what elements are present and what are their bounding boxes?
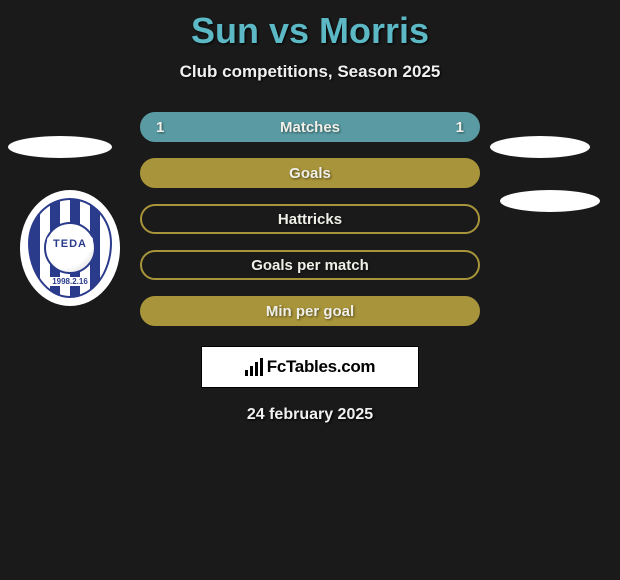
stat-row-min-per-goal: Min per goal [140,296,480,326]
stat-label: Hattricks [142,211,478,228]
stat-label: Goals per match [142,257,478,274]
stat-row-matches: 1 Matches 1 [140,112,480,142]
page-subtitle: Club competitions, Season 2025 [0,62,620,82]
stat-row-goals-per-match: Goals per match [140,250,480,280]
page-title: Sun vs Morris [0,10,620,52]
site-logo-text: FcTables.com [267,357,376,377]
stat-label: Min per goal [142,303,478,320]
bar-chart-icon [245,358,263,376]
comparison-infographic: Sun vs Morris Club competitions, Season … [0,10,620,580]
stat-label: Matches [142,119,478,136]
stat-right-value: 1 [456,119,464,136]
stat-row-goals: Goals [140,158,480,188]
stat-row-hattricks: Hattricks [140,204,480,234]
stats-list: 1 Matches 1 Goals Hattricks Goals per ma… [0,112,620,326]
generation-date: 24 february 2025 [0,406,620,424]
stat-label: Goals [142,165,478,182]
site-logo: FcTables.com [201,346,419,388]
